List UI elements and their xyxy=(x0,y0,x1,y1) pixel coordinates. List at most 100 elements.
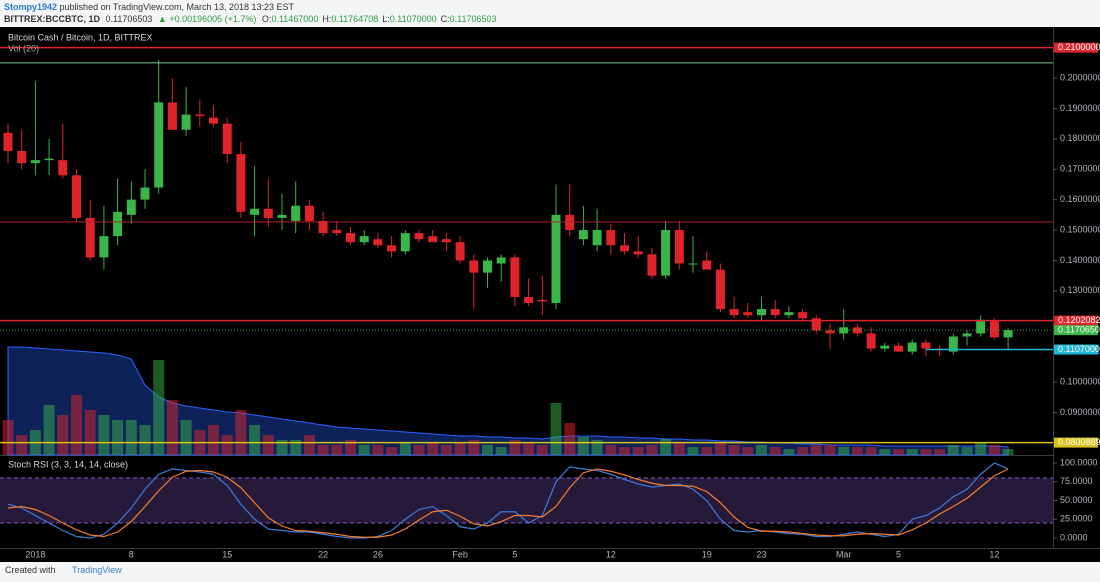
marks: 2018 8 15 22 26 Feb 5 12 19 23 Mar 5 12 0.20000000 0.1… xyxy=(0,42,1100,559)
volume-bar xyxy=(742,447,754,455)
x-tick-label: 12 xyxy=(606,549,616,559)
x-tick-label: Mar xyxy=(836,549,852,559)
level-label-box xyxy=(1054,315,1098,326)
volume-bar xyxy=(605,445,617,455)
volume-bar xyxy=(920,449,932,455)
volume-bar xyxy=(687,447,699,455)
y-tick-label: 0.15000000 xyxy=(1060,224,1100,234)
volume-bar xyxy=(303,435,315,455)
y-tick-label: 0.16000000 xyxy=(1060,194,1100,204)
symbol: BITTREX:BCCBTC, 1D xyxy=(4,14,100,24)
level-label-box xyxy=(1054,437,1098,448)
volume-bar xyxy=(495,447,507,455)
volume-bar xyxy=(564,423,576,455)
volume-bar xyxy=(701,447,713,455)
volume-bar xyxy=(98,415,110,455)
volume-bar xyxy=(591,440,603,455)
candle-body xyxy=(1003,330,1013,338)
volume-bar xyxy=(619,447,630,455)
y-tick-label: 25.0000 xyxy=(1060,514,1093,524)
brand[interactable]: TradingView xyxy=(72,565,122,575)
candle-body xyxy=(126,199,136,215)
ohlc-label: L: xyxy=(382,14,390,24)
candle-body xyxy=(99,236,109,258)
level-label-box xyxy=(1054,42,1098,53)
x-tick-label: 19 xyxy=(702,549,712,559)
candle-body xyxy=(154,102,164,188)
volume-bar xyxy=(865,447,877,455)
x-tick-label: Feb xyxy=(452,549,468,559)
volume-bar xyxy=(934,449,946,455)
candle-body xyxy=(921,342,931,349)
level-label: 0.11706503 xyxy=(1058,325,1100,335)
candle-body xyxy=(483,260,492,273)
volume-bar xyxy=(577,437,589,455)
y-tick-label: 0.19000000 xyxy=(1060,103,1100,113)
candle-body xyxy=(757,309,766,316)
volume-bar xyxy=(523,443,535,455)
ohlc-value: 0.11467000 xyxy=(271,14,319,24)
candle-body xyxy=(743,312,753,316)
change: ▲ +0.00196005 (+1.7%) xyxy=(157,14,257,24)
ohlc-label: C: xyxy=(440,14,450,24)
candle-body xyxy=(359,236,369,243)
volume-bar xyxy=(646,445,658,455)
candle-body xyxy=(537,299,547,302)
volume-bar xyxy=(358,445,370,455)
candle-body xyxy=(729,309,739,316)
candle-body xyxy=(236,154,246,212)
candle-body xyxy=(209,117,218,124)
volume-bar xyxy=(276,440,288,455)
candle-body xyxy=(291,205,301,221)
volume-bar xyxy=(797,447,809,455)
candle-body xyxy=(428,236,438,243)
symbol-line: BITTREX:BCCBTC, 1D 0.11706503 ▲ +0.00196… xyxy=(4,14,501,24)
volume-bar xyxy=(331,445,343,455)
candle-body xyxy=(496,257,506,264)
candle-body xyxy=(688,263,698,265)
volume-bar xyxy=(947,445,959,455)
volume-bar xyxy=(2,420,14,455)
candle-body xyxy=(167,102,177,130)
candle-body xyxy=(58,160,68,176)
candle-body xyxy=(387,245,397,252)
candle-body xyxy=(414,233,424,240)
ohlc-label: H: xyxy=(322,14,332,24)
y-tick-label: 75.0000 xyxy=(1060,476,1093,486)
volume-bar xyxy=(235,410,247,455)
volume-bar xyxy=(482,445,493,455)
volume-bar xyxy=(879,449,891,455)
volume-bar xyxy=(290,440,302,455)
published: published on TradingView.com, March 13, … xyxy=(59,2,295,12)
volume-label: Vol (20) xyxy=(8,43,39,53)
candle-body xyxy=(976,319,986,334)
created-with: Created with xyxy=(5,565,56,575)
stoch-title: Stoch RSI (3, 3, 14, 14, close) xyxy=(8,459,128,469)
level-label: 0.11070000 xyxy=(1058,344,1100,354)
volume-bar xyxy=(180,420,192,455)
volume-bar xyxy=(57,415,69,455)
candle-body xyxy=(277,214,287,218)
candle-body xyxy=(17,151,27,164)
y-tick-label: 0.09000000 xyxy=(1060,407,1100,417)
volume-bar xyxy=(1002,449,1014,455)
candle-body xyxy=(674,230,684,264)
volume-bar xyxy=(153,360,165,455)
volume-bar xyxy=(783,449,795,455)
volume-bar xyxy=(906,449,918,455)
volume-bar xyxy=(16,435,28,455)
x-tick-label: 12 xyxy=(989,549,999,559)
candle-body xyxy=(962,333,972,337)
stoch-line xyxy=(7,462,1009,539)
y-tick-label: 0.10000000 xyxy=(1060,376,1100,386)
volume-bar xyxy=(714,443,726,455)
volume-bar xyxy=(632,447,644,455)
volume-bar xyxy=(988,445,1000,455)
y-tick-label: 0.18000000 xyxy=(1060,133,1100,143)
y-tick-label: 0.20000000 xyxy=(1060,72,1100,82)
author[interactable]: Stompy1942 xyxy=(4,2,58,12)
ohlc-label: O: xyxy=(261,14,272,24)
volume-bar xyxy=(386,447,398,455)
candle-body xyxy=(510,257,520,297)
